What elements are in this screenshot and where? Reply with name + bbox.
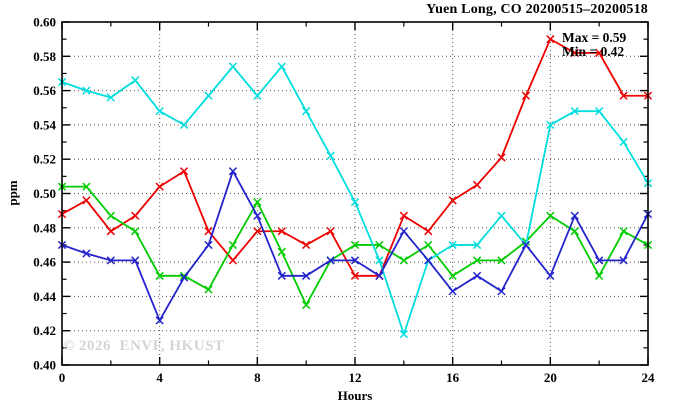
series-blue [57, 167, 653, 325]
y-tick-labels: 0.40 0.42 0.44 0.46 0.48 0.50 0.52 0.54 0.56 0.58… [33, 15, 56, 373]
y-tick-label: 0.56 [33, 83, 56, 98]
x-tick-label: 4 [156, 370, 163, 385]
x-tick-label: 24 [642, 370, 656, 385]
y-tick-label: 0.42 [33, 323, 56, 338]
y-tick-label: 0.52 [33, 152, 56, 167]
plot-border [61, 21, 649, 366]
y-tick-label: 0.58 [33, 49, 56, 64]
y-tick-label: 0.50 [33, 186, 56, 201]
x-tick-label: 16 [446, 370, 460, 385]
y-tick-label: 0.48 [33, 220, 56, 235]
x-tick-label: 20 [544, 370, 557, 385]
y-tick-label: 0.46 [33, 255, 56, 270]
chart-title: Yuen Long, CO 20200515–20200518 [426, 2, 648, 17]
x-tick-labels: 0 4 8 12 16 20 24 [59, 370, 655, 385]
series-cyan-markers [57, 62, 653, 339]
y-tick-label: 0.40 [33, 358, 56, 373]
x-axis-label: Hours [337, 388, 373, 403]
x-tick-label: 12 [349, 370, 362, 385]
grid-lines [62, 22, 648, 365]
x-tick-label: 8 [254, 370, 261, 385]
series-cyan [57, 62, 653, 339]
x-tick-label: 0 [59, 370, 66, 385]
y-tick-label: 0.60 [33, 15, 56, 30]
y-tick-label: 0.44 [33, 289, 56, 304]
series-red-markers [57, 35, 653, 280]
axis-ticks [61, 21, 649, 366]
watermark: © 2026 ENVF, HKUST [63, 338, 225, 354]
series-red [57, 35, 653, 280]
annotation-min: Min = 0.42 [562, 44, 625, 59]
y-tick-label: 0.54 [33, 117, 56, 132]
y-axis-label: ppm [5, 180, 20, 206]
annotation-max: Max = 0.59 [562, 30, 627, 45]
